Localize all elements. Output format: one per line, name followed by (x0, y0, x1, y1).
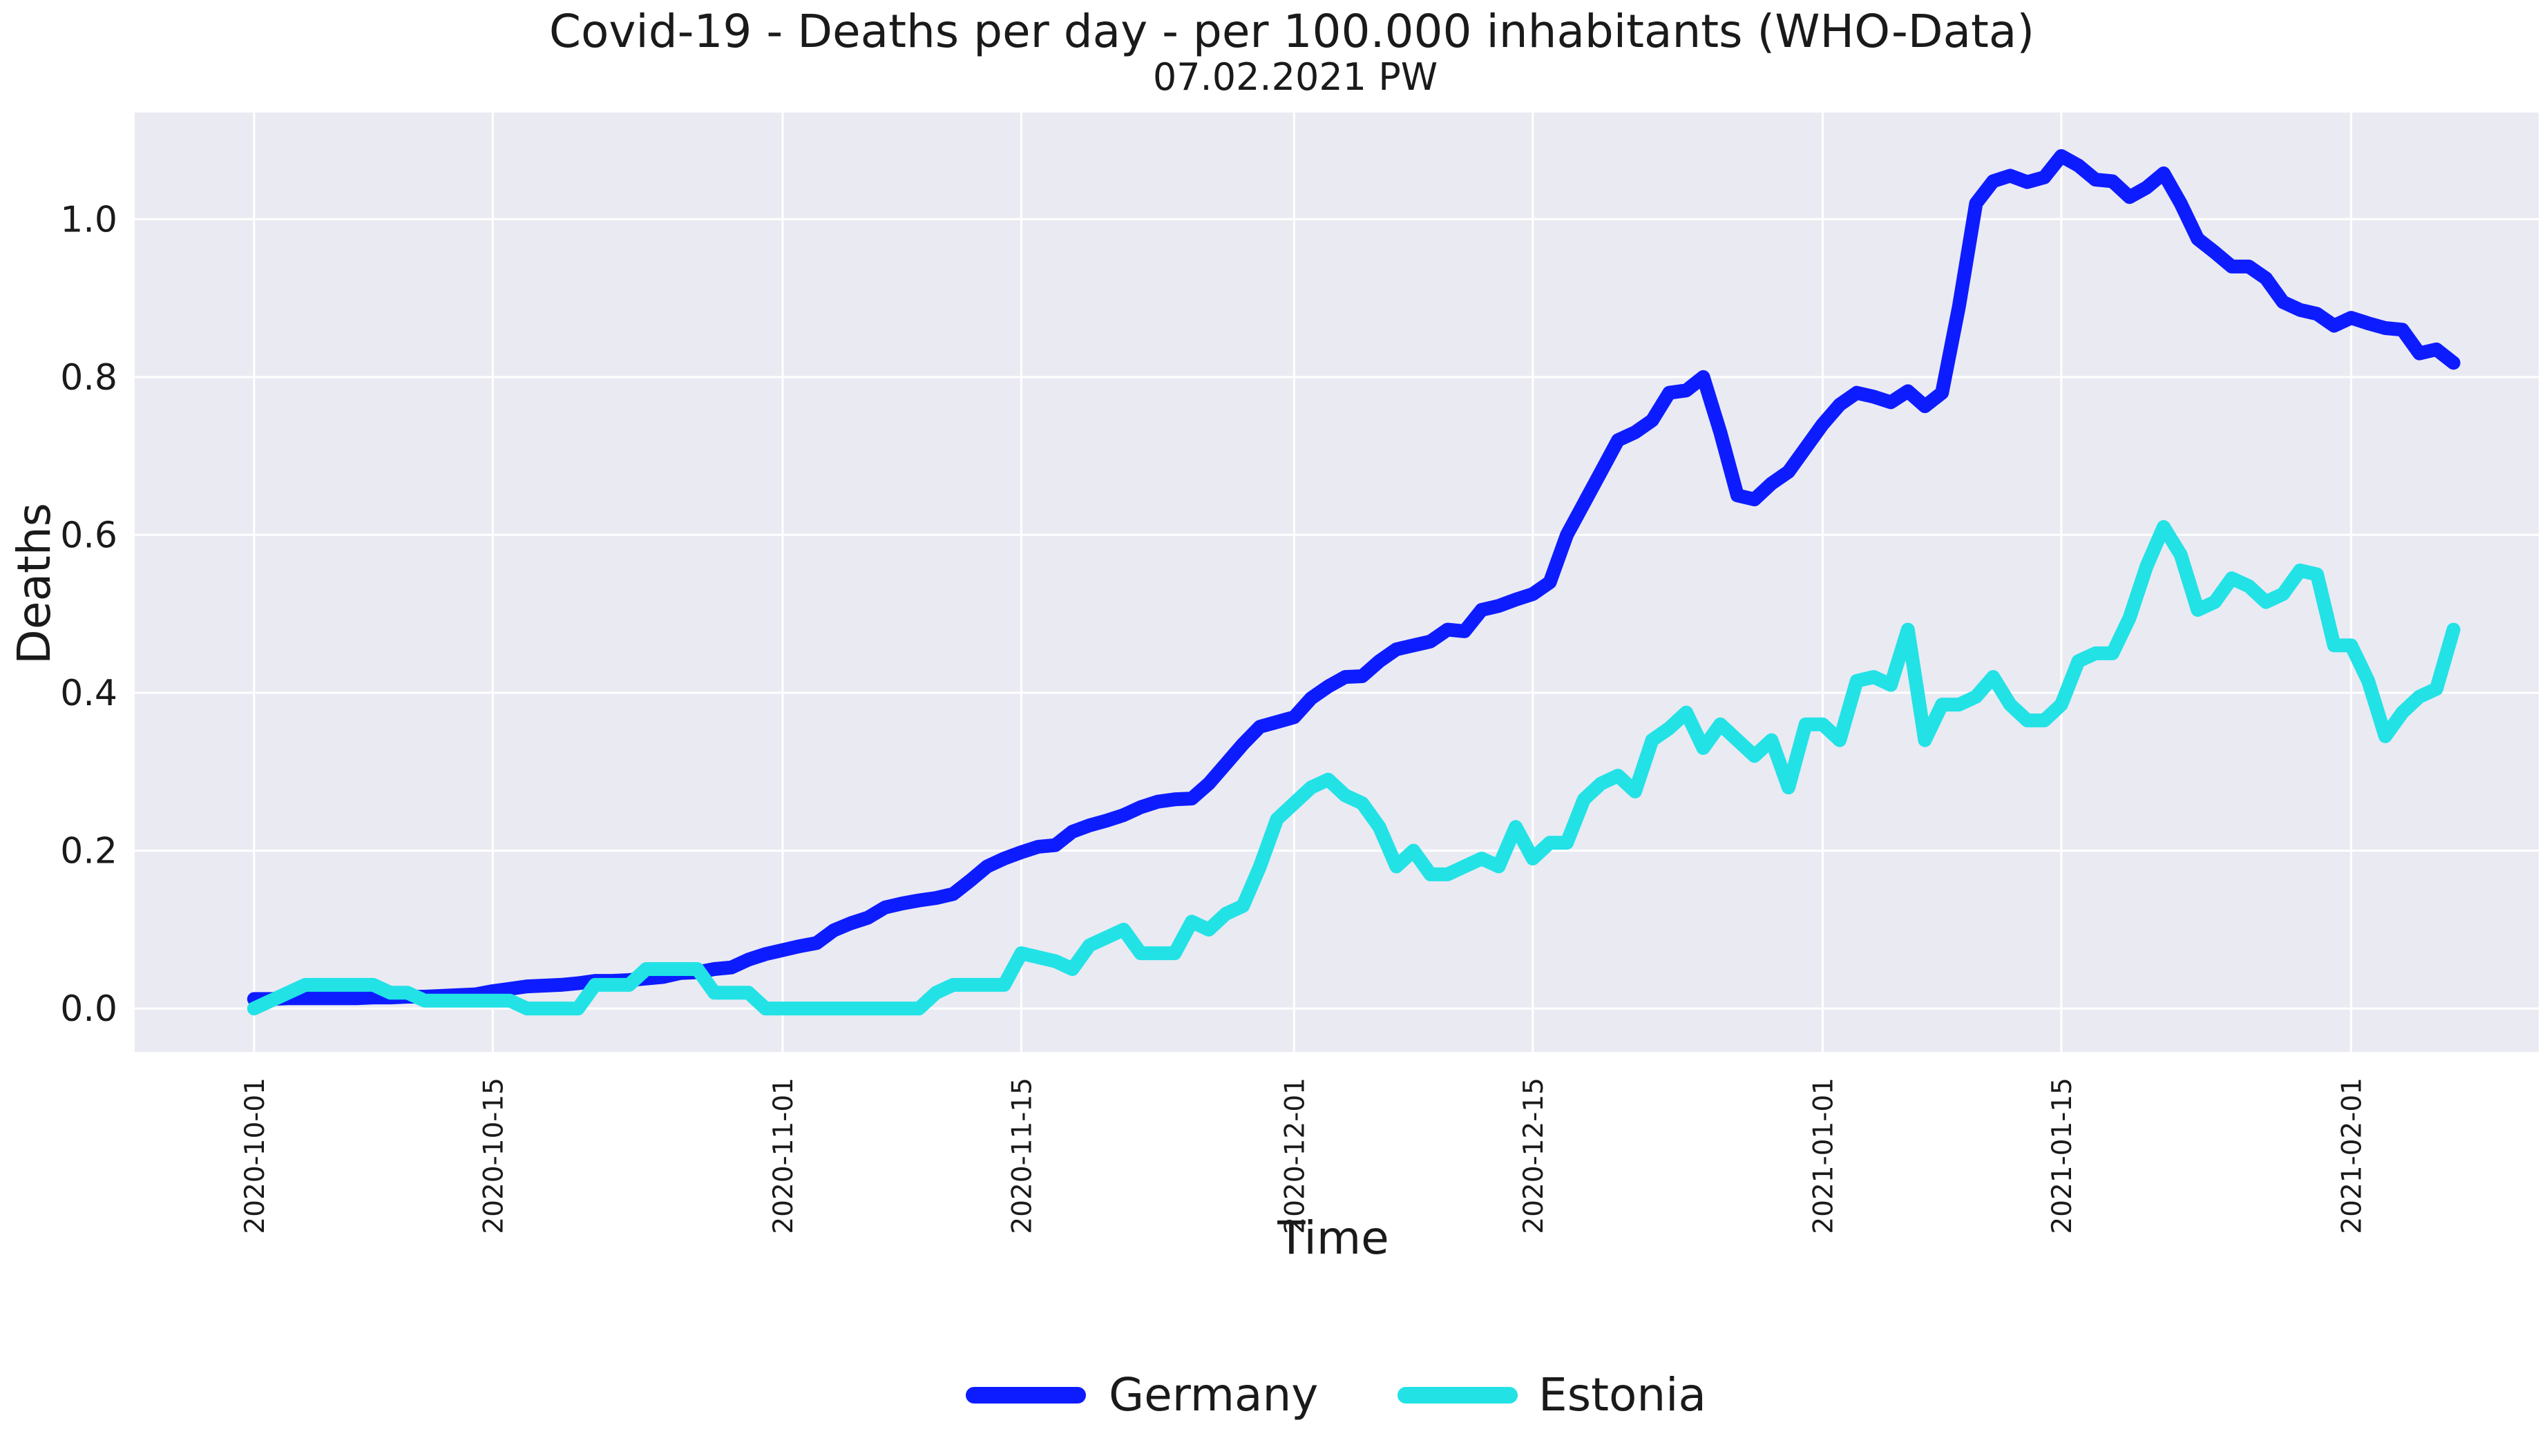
x-tick-label: 2020-11-01 (768, 1077, 799, 1234)
chart-subtitle: 07.02.2021 PW (1153, 55, 1438, 99)
x-tick-label: 2020-11-15 (1007, 1077, 1038, 1234)
y-tick-label: 0.4 (60, 673, 117, 714)
y-gridlines (135, 218, 2539, 1010)
legend: Germany Estonia (966, 1368, 1706, 1421)
x-tick-label: 2020-10-15 (478, 1077, 509, 1234)
x-tick-labels: 2020-10-01 2020-10-15 2020-11-01 2020-11-15… (240, 1077, 2368, 1234)
y-tick-labels: 0.0 0.2 0.4 0.6 0.8 1.0 (60, 199, 117, 1030)
y-tick-label: 1.0 (60, 199, 117, 240)
x-tick-label: 2021-02-01 (2337, 1077, 2368, 1234)
x-tick-label: 2021-01-01 (1808, 1077, 1839, 1234)
x-axis-label: Time (1277, 1211, 1389, 1265)
x-tick-label: 2020-10-01 (240, 1077, 271, 1234)
y-tick-label: 0.0 (60, 988, 117, 1030)
x-tick-label: 2020-12-01 (1279, 1077, 1310, 1234)
legend-label-estonia: Estonia (1538, 1368, 1706, 1421)
series-lines (247, 149, 2461, 1016)
legend-label-germany: Germany (1109, 1368, 1318, 1421)
x-tick-label: 2020-12-15 (1518, 1077, 1549, 1234)
y-tick-label: 0.2 (60, 831, 117, 872)
series-line-estonia (247, 520, 2461, 1016)
chart-title: Covid-19 - Deaths per day - per 100.000 … (549, 5, 2034, 58)
y-axis-label: Deaths (8, 503, 61, 664)
y-tick-label: 0.6 (60, 515, 117, 556)
plot-area (135, 113, 2539, 1052)
x-tick-label: 2021-01-15 (2047, 1077, 2078, 1234)
y-tick-label: 0.8 (60, 357, 117, 399)
x-gridlines (253, 113, 2353, 1052)
